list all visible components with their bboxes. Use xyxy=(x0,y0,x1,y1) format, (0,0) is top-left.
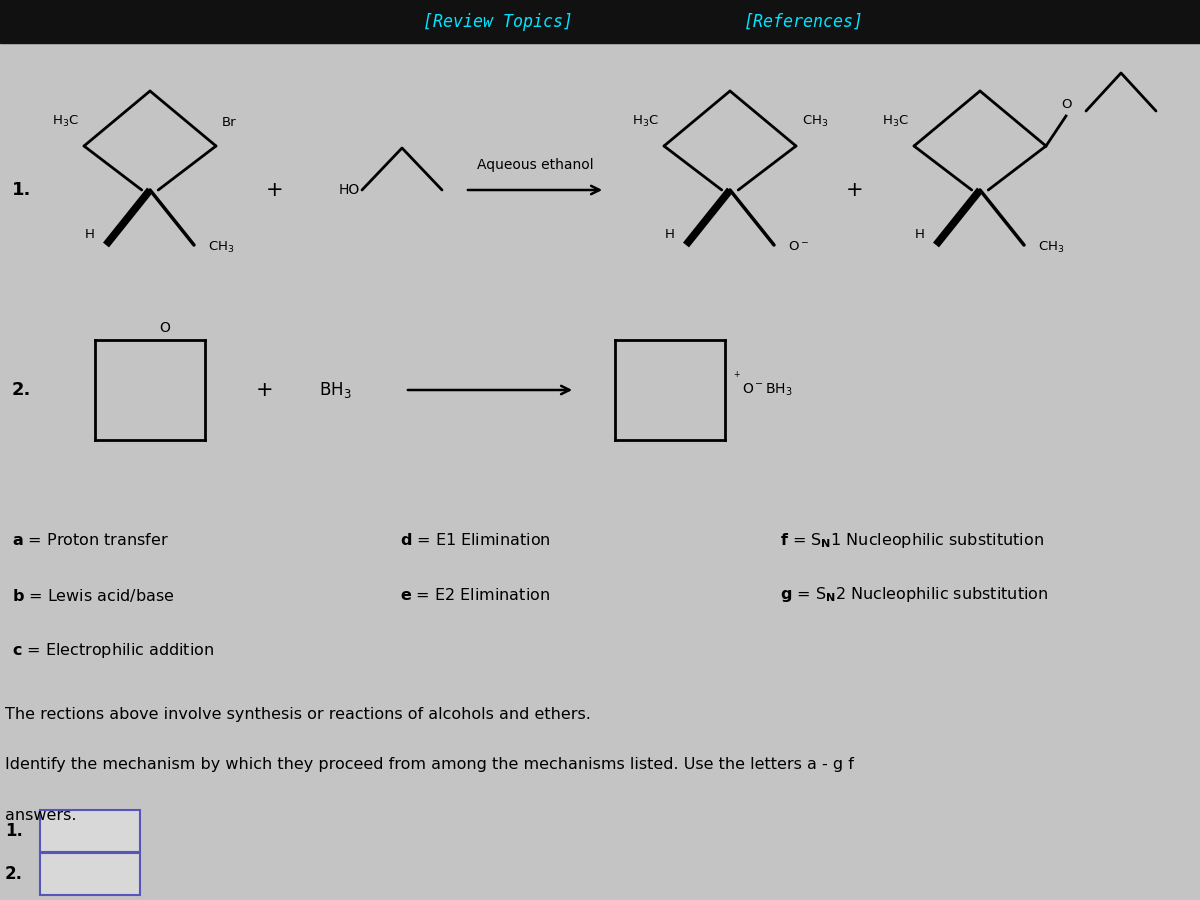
Text: H: H xyxy=(665,229,674,241)
Bar xyxy=(40,810,140,852)
Text: +: + xyxy=(266,180,284,200)
Text: 2.: 2. xyxy=(5,865,23,883)
Text: H: H xyxy=(914,229,924,241)
Text: 1.: 1. xyxy=(12,181,31,199)
Text: $\mathbf{d}$ = E1 Elimination: $\mathbf{d}$ = E1 Elimination xyxy=(400,532,551,548)
Text: $\mathbf{f}$ = S$_\mathbf{N}$1 Nucleophilic substitution: $\mathbf{f}$ = S$_\mathbf{N}$1 Nucleophi… xyxy=(780,530,1044,550)
Text: $\mathbf{b}$ = Lewis acid/base: $\mathbf{b}$ = Lewis acid/base xyxy=(12,587,175,604)
Text: CH$_3$: CH$_3$ xyxy=(802,114,828,130)
Text: The rections above involve synthesis or reactions of alcohols and ethers.: The rections above involve synthesis or … xyxy=(5,707,590,723)
Text: +: + xyxy=(846,180,864,200)
Text: $\mathbf{g}$ = S$_\mathbf{N}$2 Nucleophilic substitution: $\mathbf{g}$ = S$_\mathbf{N}$2 Nucleophi… xyxy=(780,586,1049,605)
Text: O: O xyxy=(1061,98,1072,111)
Text: $\mathbf{a}$ = Proton transfer: $\mathbf{a}$ = Proton transfer xyxy=(12,532,169,548)
Text: $\mathbf{c}$ = Electrophilic addition: $\mathbf{c}$ = Electrophilic addition xyxy=(12,641,215,660)
Text: Identify the mechanism by which they proceed from among the mechanisms listed. U: Identify the mechanism by which they pro… xyxy=(5,758,854,772)
Text: 1.: 1. xyxy=(5,822,23,840)
Text: HO: HO xyxy=(338,183,360,197)
Text: O$^-$: O$^-$ xyxy=(787,239,809,253)
Bar xyxy=(0,0,1200,43)
Text: H: H xyxy=(84,229,95,241)
Text: BH$_3$: BH$_3$ xyxy=(319,380,352,400)
Text: H$_3$C: H$_3$C xyxy=(52,114,78,130)
Text: +: + xyxy=(256,380,274,400)
Text: $\mathbf{e}$ = E2 Elimination: $\mathbf{e}$ = E2 Elimination xyxy=(400,587,550,603)
Text: H$_3$C: H$_3$C xyxy=(882,114,908,130)
Text: Br: Br xyxy=(222,116,236,130)
Text: O: O xyxy=(160,321,170,335)
Bar xyxy=(40,853,140,895)
Text: 2.: 2. xyxy=(12,381,31,399)
Text: $^+$: $^+$ xyxy=(732,370,742,380)
Text: CH$_3$: CH$_3$ xyxy=(208,239,234,255)
Text: [References]: [References] xyxy=(744,13,864,31)
Text: Aqueous ethanol: Aqueous ethanol xyxy=(476,158,593,172)
Text: answers.: answers. xyxy=(5,807,77,823)
Text: H$_3$C: H$_3$C xyxy=(631,114,659,130)
Text: O$^-$BH$_3$: O$^-$BH$_3$ xyxy=(743,382,793,398)
Text: [Review Topics]: [Review Topics] xyxy=(422,13,574,31)
Text: CH$_3$: CH$_3$ xyxy=(1038,239,1064,255)
